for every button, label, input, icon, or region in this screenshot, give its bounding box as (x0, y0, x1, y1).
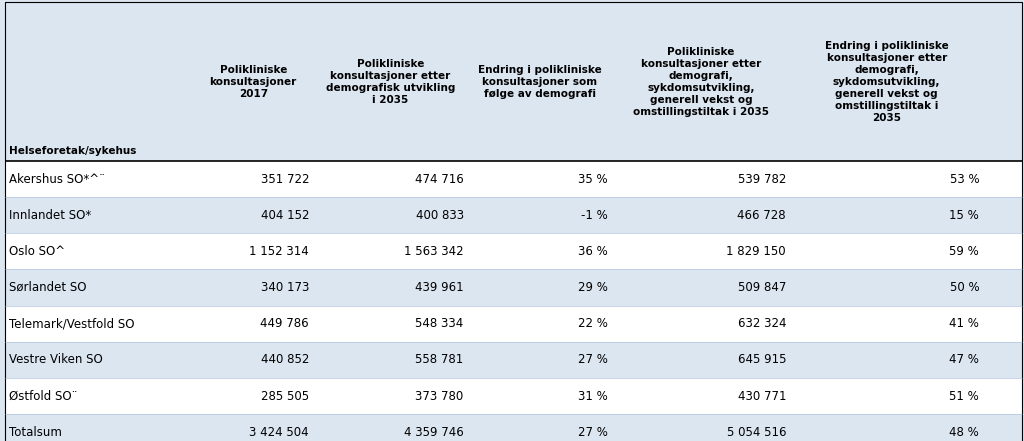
Bar (5, 233, 1022, 269)
Text: 41 %: 41 % (949, 317, 979, 330)
Text: Totalsum: Totalsum (9, 426, 62, 439)
Text: Oslo SO^: Oslo SO^ (9, 245, 66, 258)
Text: 645 915: 645 915 (737, 353, 786, 366)
Bar (5, 2, 1022, 161)
Text: 466 728: 466 728 (737, 209, 786, 222)
Text: Innlandet SO*: Innlandet SO* (9, 209, 91, 222)
Text: Polikliniske
konsultasjoner
2017: Polikliniske konsultasjoner 2017 (210, 64, 297, 99)
Bar (5, 378, 1022, 414)
Text: 539 782: 539 782 (737, 172, 786, 186)
Text: 558 781: 558 781 (416, 353, 464, 366)
Text: 35 %: 35 % (579, 172, 608, 186)
Bar (5, 342, 1022, 378)
Text: 29 %: 29 % (579, 281, 608, 294)
Text: 1 563 342: 1 563 342 (404, 245, 464, 258)
Text: Telemark/Vestfold SO: Telemark/Vestfold SO (9, 317, 135, 330)
Text: 48 %: 48 % (949, 426, 979, 439)
Text: 3 424 504: 3 424 504 (250, 426, 309, 439)
Text: 31 %: 31 % (579, 389, 608, 403)
Text: 4 359 746: 4 359 746 (403, 426, 464, 439)
Text: 1 152 314: 1 152 314 (250, 245, 309, 258)
Text: 47 %: 47 % (949, 353, 979, 366)
Text: 53 %: 53 % (949, 172, 979, 186)
Text: 373 780: 373 780 (416, 389, 464, 403)
Text: 509 847: 509 847 (737, 281, 786, 294)
Text: Polikliniske
konsultasjoner etter
demografisk utvikling
i 2035: Polikliniske konsultasjoner etter demogr… (326, 59, 456, 105)
Text: 59 %: 59 % (949, 245, 979, 258)
Text: 400 833: 400 833 (416, 209, 464, 222)
Text: 36 %: 36 % (579, 245, 608, 258)
Text: 430 771: 430 771 (737, 389, 786, 403)
Text: 27 %: 27 % (579, 353, 608, 366)
Text: Vestre Viken SO: Vestre Viken SO (9, 353, 103, 366)
Text: 351 722: 351 722 (261, 172, 309, 186)
Text: 548 334: 548 334 (416, 317, 464, 330)
Text: 5 054 516: 5 054 516 (726, 426, 786, 439)
Bar (5, 161, 1022, 197)
Text: 15 %: 15 % (949, 209, 979, 222)
Text: Akershus SO*^¨: Akershus SO*^¨ (9, 172, 105, 186)
Text: 440 852: 440 852 (261, 353, 309, 366)
Text: 50 %: 50 % (949, 281, 979, 294)
Text: Sørlandet SO: Sørlandet SO (9, 281, 87, 294)
Text: 27 %: 27 % (579, 426, 608, 439)
Bar (5, 414, 1022, 441)
Bar (5, 197, 1022, 233)
Bar (5, 269, 1022, 306)
Text: 439 961: 439 961 (415, 281, 464, 294)
Text: 449 786: 449 786 (260, 317, 309, 330)
Text: 1 829 150: 1 829 150 (726, 245, 786, 258)
Text: 51 %: 51 % (949, 389, 979, 403)
Text: 474 716: 474 716 (415, 172, 464, 186)
Text: 404 152: 404 152 (261, 209, 309, 222)
Text: Polikliniske
konsultasjoner etter
demografi,
sykdomsutvikling,
generell vekst og: Polikliniske konsultasjoner etter demogr… (633, 47, 769, 116)
Text: Helseforetak/sykehus: Helseforetak/sykehus (9, 146, 136, 156)
Text: 340 173: 340 173 (261, 281, 309, 294)
Bar (5, 306, 1022, 342)
Text: Endring i polikliniske
konsultasjoner som
følge av demografi: Endring i polikliniske konsultasjoner so… (478, 64, 602, 99)
Text: 22 %: 22 % (579, 317, 608, 330)
Text: Endring i polikliniske
konsultasjoner etter
demografi,
sykdomsutvikling,
generel: Endring i polikliniske konsultasjoner et… (825, 41, 948, 123)
Text: 285 505: 285 505 (261, 389, 309, 403)
Text: 632 324: 632 324 (737, 317, 786, 330)
Text: Østfold SO¨: Østfold SO¨ (9, 389, 78, 403)
Text: -1 %: -1 % (582, 209, 608, 222)
